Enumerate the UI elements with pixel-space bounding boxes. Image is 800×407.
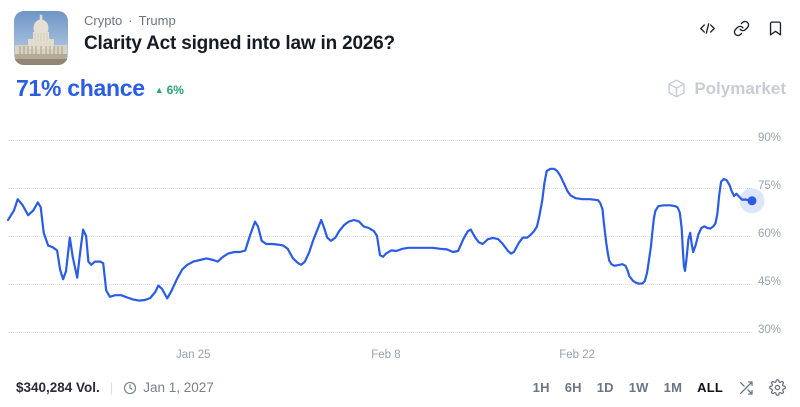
volume-label: $340,284 Vol. — [16, 380, 100, 395]
gridline — [8, 236, 752, 237]
range-button-1m[interactable]: 1M — [663, 380, 683, 395]
chance-row: 71% chance ▲ 6% Polymarket — [16, 75, 786, 102]
breadcrumb-category[interactable]: Crypto — [84, 13, 123, 28]
breadcrumb-separator: · — [128, 13, 133, 28]
polymarket-logo-icon — [668, 79, 685, 98]
up-arrow-icon: ▲ — [154, 84, 164, 95]
market-heading-block: Crypto · Trump Clarity Act signed into l… — [84, 11, 395, 65]
range-button-1h[interactable]: 1H — [532, 380, 550, 395]
price-line — [6, 167, 754, 302]
y-tick-label: 90% — [758, 132, 782, 144]
y-tick-label: 30% — [758, 324, 782, 336]
clock-icon — [123, 381, 137, 395]
header-actions — [699, 11, 784, 65]
range-button-1w[interactable]: 1W — [628, 380, 649, 395]
y-tick-label: 75% — [758, 180, 782, 192]
compare-button[interactable] — [738, 380, 754, 396]
range-button-1d[interactable]: 1D — [596, 380, 614, 395]
bookmark-icon — [769, 21, 782, 36]
breadcrumb: Crypto · Trump — [84, 13, 395, 28]
time-range-selector: 1H 6H 1D 1W 1M ALL — [533, 379, 786, 396]
chance-value: 71% chance — [16, 75, 145, 101]
gridline — [8, 188, 752, 189]
x-tick-label: Jan 25 — [175, 349, 211, 361]
price-chart: 90% 75% 60% 45% 30% Jan 25 Feb 8 Feb 22 — [0, 130, 800, 365]
breadcrumb-tag[interactable]: Trump — [138, 13, 176, 28]
range-button-6h[interactable]: 6H — [564, 380, 582, 395]
end-date-label: Jan 1, 2027 — [143, 380, 214, 395]
link-icon — [733, 20, 750, 37]
range-button-all[interactable]: ALL — [697, 380, 723, 395]
end-date-group: Jan 1, 2027 — [123, 380, 214, 395]
compare-arrows-icon — [740, 380, 753, 395]
gridline — [8, 284, 752, 285]
copy-link-button[interactable] — [733, 20, 750, 37]
y-tick-label: 45% — [758, 276, 782, 288]
footer-divider: | — [109, 380, 114, 395]
market-header: Crypto · Trump Clarity Act signed into l… — [14, 11, 784, 65]
x-tick-label: Feb 22 — [559, 349, 596, 361]
market-thumbnail[interactable] — [14, 11, 68, 65]
polymarket-wordmark: Polymarket — [694, 78, 786, 98]
gridline — [8, 332, 752, 333]
x-tick-label: Feb 8 — [371, 349, 401, 361]
price-line-svg — [6, 167, 765, 302]
market-title: Clarity Act signed into law in 2026? — [84, 33, 395, 54]
chart-footer: $340,284 Vol. | Jan 1, 2027 1H 6H 1D 1W … — [16, 379, 786, 396]
bookmark-button[interactable] — [767, 20, 784, 37]
gridline — [8, 140, 752, 141]
end-point-dot — [747, 196, 757, 206]
plot-area[interactable] — [6, 130, 765, 345]
embed-code-icon — [700, 23, 715, 34]
chance-change-badge: ▲ 6% — [155, 83, 184, 97]
settings-button[interactable] — [769, 379, 786, 396]
chance-change-value: 6% — [166, 83, 184, 97]
polymarket-watermark[interactable]: Polymarket — [666, 78, 786, 99]
y-axis-labels: 90% 75% 60% 45% 30% — [758, 130, 798, 345]
embed-button[interactable] — [699, 20, 716, 37]
us-capitol-image — [14, 11, 68, 65]
y-tick-label: 60% — [758, 228, 782, 240]
gear-icon — [769, 379, 786, 396]
